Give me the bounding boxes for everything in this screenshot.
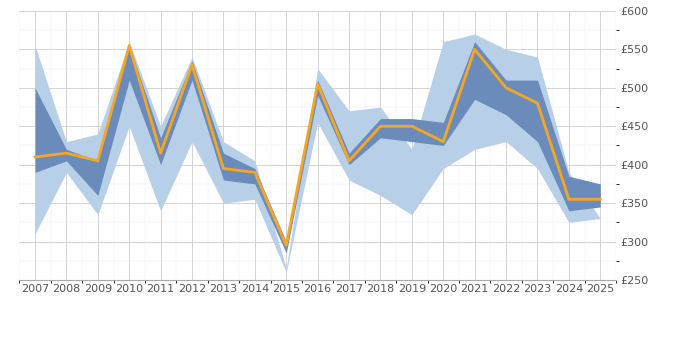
Median (251, 170, 259, 175)
Median (565, 197, 573, 201)
Median (377, 124, 385, 128)
Median (439, 140, 447, 144)
Median (125, 43, 134, 48)
Median (31, 155, 39, 159)
Median (94, 159, 102, 163)
Median (502, 86, 510, 90)
Median (282, 243, 290, 247)
Median (596, 197, 605, 201)
Median (62, 151, 71, 155)
Median (470, 47, 479, 51)
Median (156, 151, 164, 155)
Median (188, 63, 196, 67)
Median (407, 124, 416, 128)
Line: Median: Median (35, 46, 601, 245)
Median (345, 159, 354, 163)
Median (314, 82, 322, 86)
Median (219, 167, 228, 171)
Median (533, 101, 542, 105)
